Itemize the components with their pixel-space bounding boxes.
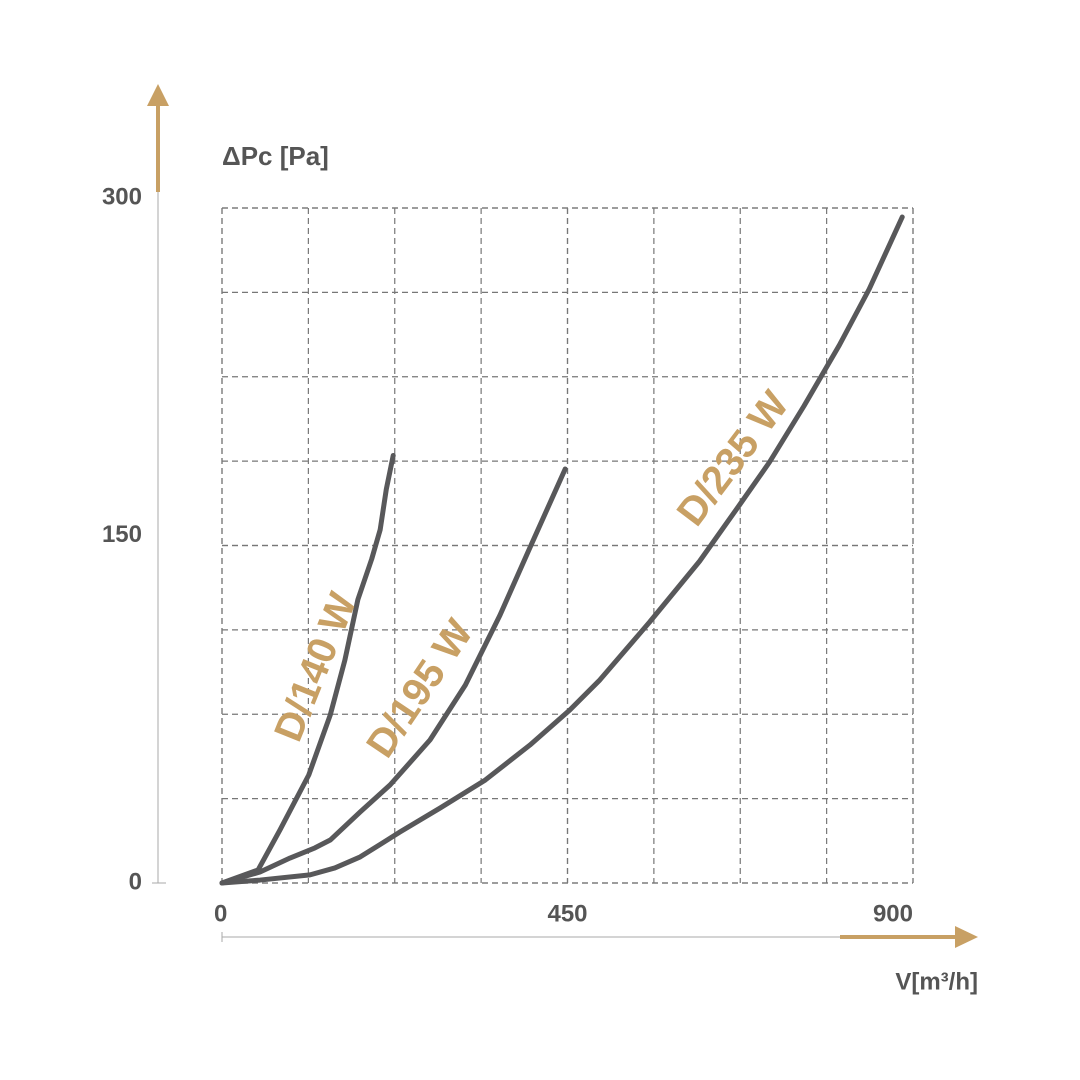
x-tick-label: 900 xyxy=(873,900,913,927)
x-tick-label: 450 xyxy=(547,900,587,927)
y-tick-label: 0 xyxy=(129,868,142,895)
y-tick-label: 300 xyxy=(102,183,142,210)
y-arrowhead xyxy=(147,84,169,106)
y-tick-label: 150 xyxy=(102,521,142,548)
x-axis-label: V[m³/h] xyxy=(895,968,978,995)
series-line xyxy=(219,214,905,886)
x-tick-label: 0 xyxy=(214,900,227,927)
y-axis-label: ΔPc [Pa] xyxy=(222,141,329,171)
x-arrowhead xyxy=(955,926,978,948)
series-line xyxy=(219,466,568,886)
series-line xyxy=(219,453,396,886)
